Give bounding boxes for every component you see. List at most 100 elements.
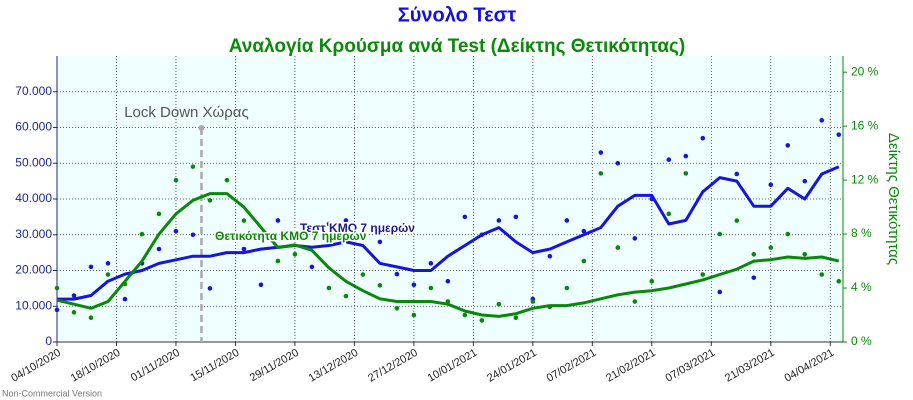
data-point [54, 307, 60, 313]
data-point [88, 264, 94, 270]
data-point [717, 289, 723, 295]
x-tick-label: 04/04/2021 [783, 347, 837, 385]
chart-subtitle: Αναλογία Κρούσμα ανά Test (Δείκτης Θετικ… [229, 36, 686, 57]
data-point [139, 231, 145, 237]
data-point [598, 150, 604, 155]
data-point [683, 153, 689, 159]
data-point [360, 272, 366, 277]
y-tick-label: 20.000 [15, 263, 52, 277]
data-point [326, 285, 332, 291]
data-point [836, 278, 842, 284]
x-tick-label: 27/12/2020 [366, 347, 420, 385]
y2-tick-label: 12 % [851, 172, 879, 186]
x-tick-label: 01/11/2020 [129, 347, 182, 385]
x-tick-label: 07/03/2021 [664, 347, 718, 385]
data-point [275, 218, 281, 223]
data-point [190, 232, 196, 238]
y2-tick-label: 16 % [851, 118, 879, 132]
data-point [241, 246, 247, 252]
y-tick-label: 70.000 [15, 84, 52, 98]
data-point [207, 286, 213, 291]
data-point [462, 312, 468, 318]
data-point [513, 214, 519, 220]
data-point [666, 211, 672, 217]
x-tick-label: 04/10/2020 [9, 347, 63, 385]
x-tick-label: 21/02/2021 [604, 347, 658, 385]
data-point [462, 214, 468, 220]
data-point [632, 236, 638, 241]
y2-tick-label: 20 % [851, 64, 879, 78]
data-point [71, 310, 77, 315]
data-point [326, 221, 332, 227]
data-point [479, 318, 485, 323]
series-label: Θετικότητα ΚΜΟ 7 ημερών [215, 229, 367, 243]
x-tick-label: 13/12/2020 [307, 347, 361, 385]
data-point [581, 258, 587, 264]
x-tick-label: 29/11/2020 [248, 347, 301, 385]
data-point [394, 271, 400, 277]
series-label: Τεστ ΚΜΟ 7 ημερών [300, 221, 415, 235]
data-point [836, 132, 842, 137]
data-point [819, 272, 825, 277]
y-tick-label: 0 [45, 334, 52, 348]
data-point [445, 278, 451, 284]
data-point [190, 164, 196, 169]
data-point [649, 278, 655, 284]
data-point [428, 261, 434, 266]
series-line [57, 165, 840, 301]
data-point [377, 283, 383, 288]
data-point [377, 239, 383, 245]
data-point [802, 252, 808, 257]
data-point [428, 285, 434, 291]
data-point [343, 293, 349, 299]
x-tick-label: 24/01/2021 [485, 347, 539, 385]
data-point [564, 285, 570, 291]
data-point [292, 252, 298, 257]
data-point [683, 171, 689, 176]
data-point [343, 218, 349, 223]
data-point [156, 246, 162, 252]
data-point [54, 285, 60, 291]
data-point [173, 177, 179, 183]
data-point [734, 171, 740, 177]
y-tick-label: 10.000 [15, 298, 52, 312]
data-point [309, 225, 315, 230]
x-tick-label: 18/10/2020 [69, 347, 123, 385]
data-point [615, 245, 621, 250]
y2-axis-title: Δείκτης Θετικότητας [885, 133, 902, 265]
data-point [819, 118, 825, 123]
data-point [275, 258, 281, 264]
data-point [105, 261, 111, 266]
x-tick-label: 07/02/2021 [545, 347, 599, 385]
data-point [598, 171, 604, 176]
data-point [768, 245, 774, 250]
data-point [768, 182, 774, 187]
data-point [411, 312, 417, 318]
data-point [496, 301, 502, 307]
data-point [547, 253, 553, 259]
data-point [632, 299, 638, 304]
x-tick-label: 10/01/2021 [426, 347, 480, 385]
annotation-dot [198, 125, 205, 131]
data-point [581, 228, 587, 234]
data-point [802, 178, 808, 184]
data-point [105, 272, 111, 277]
annotation-text: Lock Down Χώρας [124, 104, 249, 121]
data-point [785, 143, 791, 148]
data-point [173, 228, 179, 234]
data-point [411, 282, 417, 288]
y-tick-label: 30.000 [15, 227, 52, 241]
data-point [513, 315, 519, 321]
data-point [156, 211, 162, 217]
data-point [88, 315, 94, 321]
data-point [224, 177, 230, 183]
data-point [394, 305, 400, 311]
data-point [717, 231, 723, 237]
data-point [207, 198, 213, 203]
data-point [700, 272, 706, 277]
data-point [615, 160, 621, 166]
y-tick-label: 50.000 [15, 155, 52, 169]
data-point [751, 275, 757, 280]
y-tick-label: 40.000 [15, 191, 52, 205]
